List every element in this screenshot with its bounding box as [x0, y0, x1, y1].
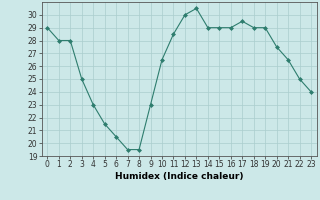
X-axis label: Humidex (Indice chaleur): Humidex (Indice chaleur)	[115, 172, 244, 181]
